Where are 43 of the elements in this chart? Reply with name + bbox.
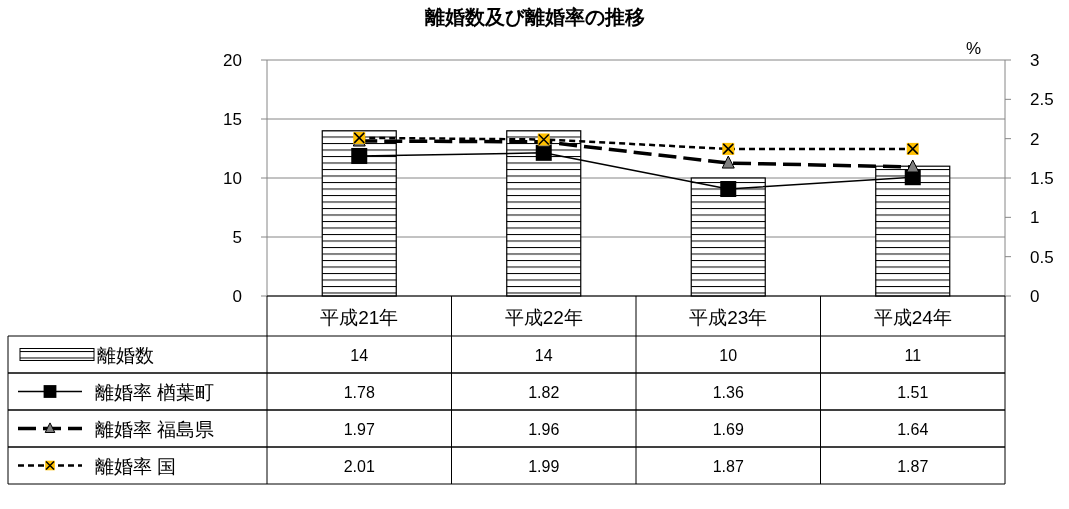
y-tick-label: 10 [223, 169, 242, 188]
data-label: 1.87 [712, 457, 744, 475]
y2-axis-title: % [966, 39, 982, 58]
data-label: 1.36 [712, 383, 744, 401]
data-label: 1.69 [712, 420, 744, 438]
y-tick-label: 0 [232, 287, 242, 306]
data-label: 1.64 [897, 420, 929, 438]
x-tick-label: 平成21年 [320, 307, 399, 328]
data-label: 14 [350, 346, 369, 364]
y2-tick-label: 2 [1030, 129, 1040, 149]
data-label: 1.97 [343, 420, 375, 438]
x-tick-label: 平成24年 [873, 307, 952, 328]
x-tick-label: 平成22年 [504, 307, 583, 328]
y-tick-label: 20 [223, 51, 242, 70]
data-label: 11 [904, 346, 922, 364]
point [351, 147, 368, 164]
point [720, 181, 737, 198]
point [535, 144, 552, 161]
legend-label: 離婚率 楢葉町 [95, 381, 215, 403]
y2-tick-label: 1 [1030, 208, 1040, 228]
y2-tick-label: 3 [1030, 51, 1040, 70]
y2-tick-label: 2.5 [1030, 90, 1054, 110]
chart-title: 離婚数及び離婚率の推移 [424, 6, 645, 28]
data-label: 1.78 [343, 383, 375, 401]
data-label: 1.99 [528, 457, 560, 475]
point [906, 159, 920, 173]
data-label: 1.51 [897, 383, 929, 401]
y2-tick-label: 1.5 [1030, 169, 1054, 188]
x-tick-label: 平成23年 [689, 307, 768, 328]
legend-label: 離婚数 [97, 344, 154, 366]
data-label: 10 [719, 346, 738, 364]
data-label: 1.87 [897, 457, 929, 475]
y-tick-label: 15 [223, 110, 242, 129]
y2-tick-label: 0 [1030, 287, 1040, 306]
legend-label: 離婚率 国 [95, 455, 177, 477]
legend-label: 離婚率 福島県 [95, 418, 215, 440]
point [721, 155, 735, 169]
y-tick-label: 5 [232, 228, 242, 247]
data-label: 14 [534, 346, 553, 364]
data-label: 2.01 [343, 457, 375, 475]
data-label: 1.96 [528, 420, 560, 438]
y2-tick-label: 0.5 [1030, 247, 1054, 267]
data-label: 1.82 [528, 383, 560, 401]
